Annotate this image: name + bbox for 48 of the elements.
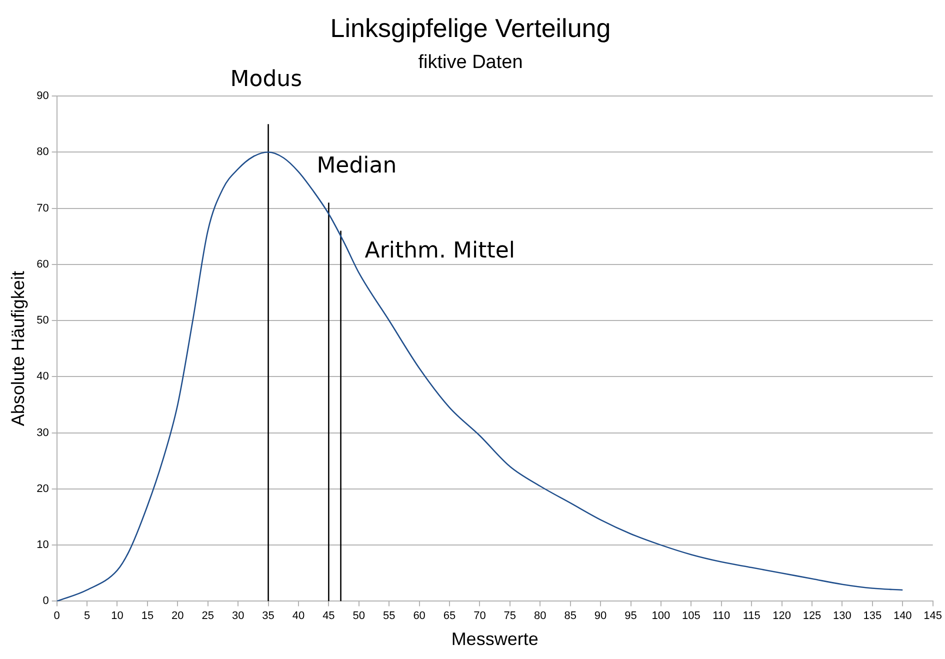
x-axis-title: Messwerte <box>451 629 538 650</box>
x-tick-label: 60 <box>413 610 426 622</box>
x-tick-label: 45 <box>322 610 335 622</box>
x-tick-label: 50 <box>352 610 366 622</box>
x-tick-label: 80 <box>534 610 546 622</box>
y-tick-label: 90 <box>36 90 49 102</box>
x-tick-label: 0 <box>54 610 60 622</box>
x-tick-label: 125 <box>802 610 822 622</box>
line-series <box>56 151 904 602</box>
annotation: Median <box>316 154 397 179</box>
x-tick-label: 25 <box>202 610 214 622</box>
x-tick-label: 105 <box>682 610 700 622</box>
x-tick-label: 95 <box>624 610 637 622</box>
x-tick-label: 20 <box>172 610 184 622</box>
y-tick-label: 30 <box>36 426 49 439</box>
x-tick-label: 40 <box>292 610 305 622</box>
x-tick-label: 100 <box>652 610 670 622</box>
x-tick-label: 145 <box>924 610 942 622</box>
y-tick-label: 10 <box>36 539 49 552</box>
chart-title: Linksgipfelige Verteilung <box>330 12 611 43</box>
x-tick-label: 5 <box>84 610 90 622</box>
y-tick-label: 40 <box>36 370 49 383</box>
annotation: Arithm. Mittel <box>364 238 515 264</box>
x-tick-label: 75 <box>504 610 516 622</box>
y-tick-label: 60 <box>36 258 49 270</box>
x-tick-label: 115 <box>742 610 760 622</box>
x-tick-label: 55 <box>382 610 396 622</box>
x-tick-label: 65 <box>443 610 456 622</box>
y-axis-title: Absolute Häufigkeit <box>8 271 28 426</box>
x-tick-label: 10 <box>111 610 124 622</box>
y-tick-label: 70 <box>36 202 49 214</box>
y-tick-label: 0 <box>42 595 49 608</box>
chart-subtitle: fiktive Daten <box>418 52 523 73</box>
x-tick-label: 130 <box>833 610 852 622</box>
y-tick-label: 20 <box>36 482 49 495</box>
x-tick-label: 110 <box>712 610 730 622</box>
x-tick-label: 140 <box>893 610 912 622</box>
x-tick-label: 15 <box>141 610 154 622</box>
x-tick-label: 135 <box>863 610 882 622</box>
x-tick-label: 90 <box>594 610 607 622</box>
annotation: Modus <box>230 67 302 92</box>
y-tick-label: 50 <box>36 314 49 327</box>
x-tick-label: 35 <box>262 610 274 622</box>
x-tick-label: 85 <box>564 610 576 622</box>
x-tick-label: 70 <box>474 610 486 622</box>
x-tick-label: 120 <box>772 610 791 622</box>
y-tick-label: 80 <box>36 146 49 158</box>
x-tick-label: 30 <box>232 610 244 622</box>
